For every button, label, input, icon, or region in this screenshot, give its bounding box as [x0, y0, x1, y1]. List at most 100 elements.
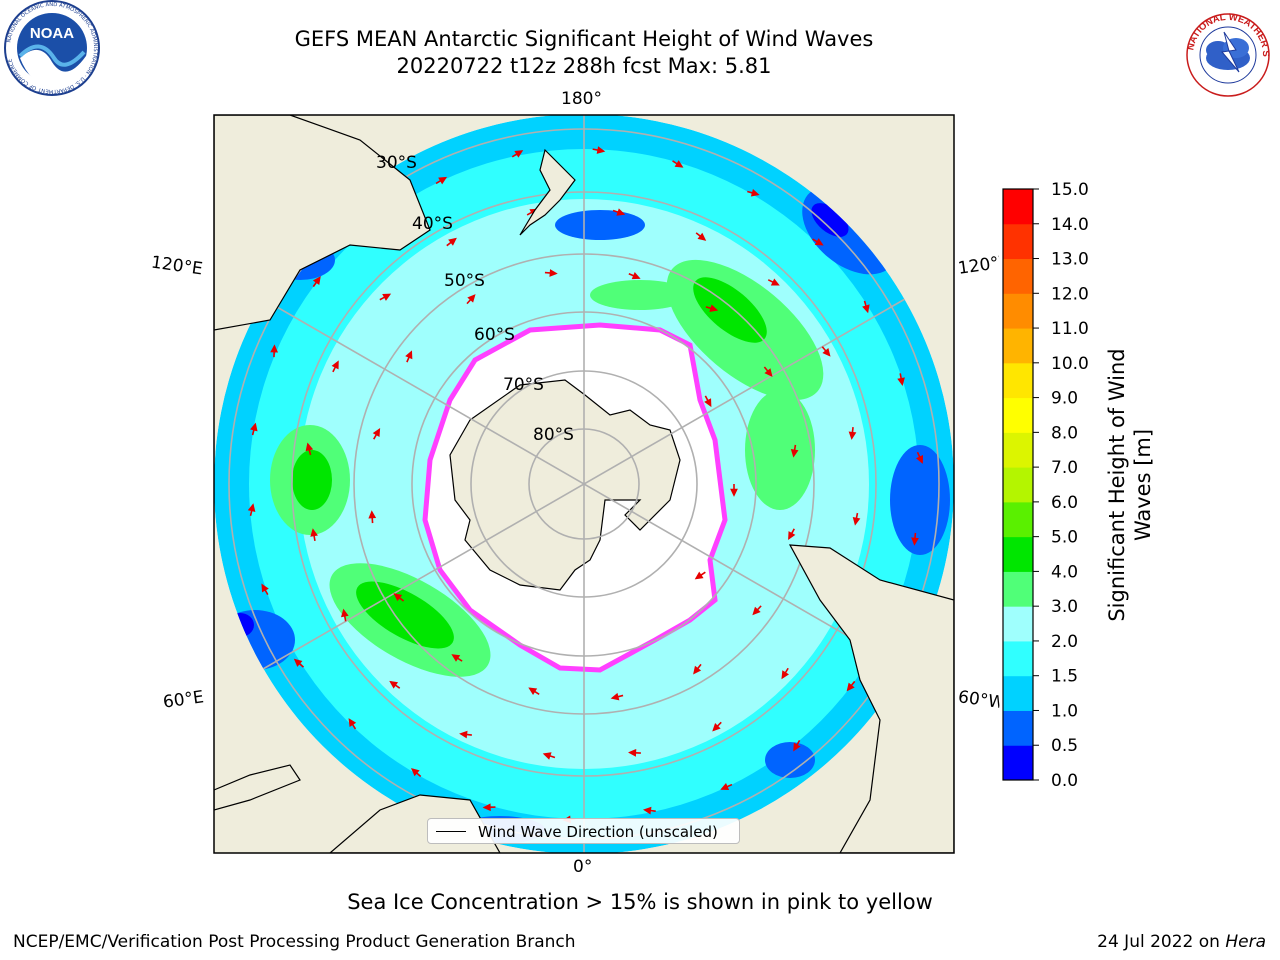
wind-arrow-head: [897, 377, 905, 386]
wind-arrow-head: [852, 517, 861, 526]
lat-label-30s: 30°S: [376, 153, 417, 173]
wind-arrow-head: [642, 806, 652, 815]
wind-arrow-head: [312, 276, 321, 285]
colorbar-tick-label: 14.0: [1051, 215, 1089, 235]
lat-label-80s: 80°S: [533, 425, 574, 445]
colorbar-segment: [1003, 397, 1033, 433]
new-zealand: [519, 148, 576, 236]
wind-arrow-head: [693, 665, 702, 675]
wind-arrow-head: [393, 593, 403, 602]
wind-arrow-head: [542, 752, 552, 760]
wind-arrow-head: [438, 176, 448, 185]
colorbar-segment: [1003, 606, 1033, 642]
colorbar-segment: [1003, 432, 1033, 468]
wind-arrow-head: [628, 748, 637, 757]
wind-arrow-head: [514, 150, 524, 158]
wind-arrow-head: [915, 454, 924, 464]
ocean-field: [214, 115, 954, 853]
wind-arrow-head: [451, 654, 461, 662]
wind-arrow-head: [411, 768, 420, 777]
colorbar-tick-label: 10.0: [1051, 354, 1089, 374]
wind-arrow-head: [528, 687, 538, 696]
colorbar-segment: [1003, 189, 1033, 225]
colorbar-tick-label: 8.0: [1051, 423, 1078, 443]
colorbar-tick-label: 11.0: [1051, 319, 1089, 339]
wind-arrow-head: [448, 237, 457, 246]
colorbar-segment: [1003, 675, 1033, 711]
lon-label-180: 180°: [561, 89, 602, 109]
latitude-labels: 30°S 40°S 50°S 60°S 70°S 80°S: [376, 153, 574, 445]
colorbar-tick-label: 15.0: [1051, 180, 1089, 200]
colorbar-tick-label: 5.0: [1051, 528, 1078, 548]
wind-arrow-head: [616, 208, 626, 216]
chart-subtitle: 20220722 t12z 288h fcst Max: 5.81: [396, 54, 772, 78]
colorbar-tick-label: 6.0: [1051, 493, 1078, 513]
colorbar-title: Significant Height of Wind Waves [m]: [1104, 348, 1156, 621]
wind-arrow-head: [862, 304, 870, 314]
wind-arrow-head: [368, 510, 377, 519]
south-america: [788, 544, 954, 853]
colorbar-tick-label: 0.5: [1051, 736, 1078, 756]
colorbar-title-line1: Significant Height of Wind: [1105, 348, 1129, 622]
lon-label-0: 0°: [573, 857, 593, 877]
colorbar-tick-label: 2.0: [1051, 632, 1078, 652]
wind-arrow-head: [911, 537, 919, 546]
wind-arrow-head: [822, 347, 831, 357]
colorbar-tick-label: 3.0: [1051, 597, 1078, 617]
wind-arrow-head: [793, 742, 801, 752]
wind-arrow-head: [250, 422, 258, 432]
wind-arrow-head: [482, 803, 491, 812]
colorbar-tick-label: 1.0: [1051, 701, 1078, 721]
colorbar-tick-label: 13.0: [1051, 250, 1089, 270]
wind-arrow-head: [270, 344, 279, 353]
wind-arrow-head: [549, 269, 558, 277]
lat-label-50s: 50°S: [444, 271, 485, 291]
lat-label-70s: 70°S: [503, 375, 544, 395]
wind-arrow-head: [459, 730, 468, 739]
wind-arrow-head: [389, 680, 399, 689]
wind-arrow-head: [467, 294, 476, 303]
wind-arrow-head: [331, 360, 339, 370]
map-legend: Wind Wave Direction (unscaled): [427, 818, 740, 844]
wind-arrow-head: [405, 350, 413, 360]
wind-arrow-head: [720, 782, 730, 791]
colorbar-segment: [1003, 640, 1033, 677]
wind-arrow-head: [848, 431, 857, 440]
antarctica: [449, 379, 681, 591]
wind-arrow-head: [704, 398, 712, 408]
wind-arrow-head: [712, 723, 721, 732]
wind-arrow-head: [770, 278, 780, 286]
wind-arrow-head: [674, 160, 684, 168]
colorbar-segment: [1003, 293, 1033, 329]
graticule: [228, 115, 940, 853]
colorbar-tick-label: 12.0: [1051, 284, 1089, 304]
wind-arrow-head: [596, 146, 606, 154]
colorbar-segment: [1003, 571, 1033, 607]
noaa-logo-text: NOAA: [30, 25, 74, 42]
colorbar-title-line2: Waves [m]: [1131, 428, 1155, 542]
colorbar-tick-label: 9.0: [1051, 389, 1078, 409]
wind-arrow-head: [694, 571, 704, 580]
nws-logo: NATIONAL WEATHER SERVICE: [1176, 12, 1271, 97]
colorbar-tick-label: 7.0: [1051, 458, 1078, 478]
wind-arrow-head: [788, 531, 796, 541]
lat-label-40s: 40°S: [412, 214, 453, 234]
wind-arrow-head: [348, 718, 357, 727]
madagascar: [214, 764, 301, 811]
wind-arrow-head: [764, 368, 773, 377]
footer-machine: Hera: [1225, 932, 1266, 952]
wind-arrow-head: [610, 692, 620, 701]
colorbar-segment: [1003, 467, 1033, 503]
legend-line-sample: [436, 831, 466, 832]
noaa-logo: NOAA NATIONAL OCEANIC AND ATMOSPHERIC AD…: [4, 0, 100, 96]
wind-arrow-head: [310, 528, 318, 537]
wind-arrow-head: [261, 583, 269, 593]
footer-date-text: 24 Jul 2022 on: [1097, 932, 1226, 952]
legend-label: Wind Wave Direction (unscaled): [478, 823, 718, 841]
wind-arrow-head: [372, 428, 381, 437]
wind-arrow-head: [293, 658, 303, 667]
wind-arrow-head: [730, 488, 738, 497]
wind-arrow-head: [305, 442, 314, 452]
wind-arrow-head: [750, 189, 760, 197]
